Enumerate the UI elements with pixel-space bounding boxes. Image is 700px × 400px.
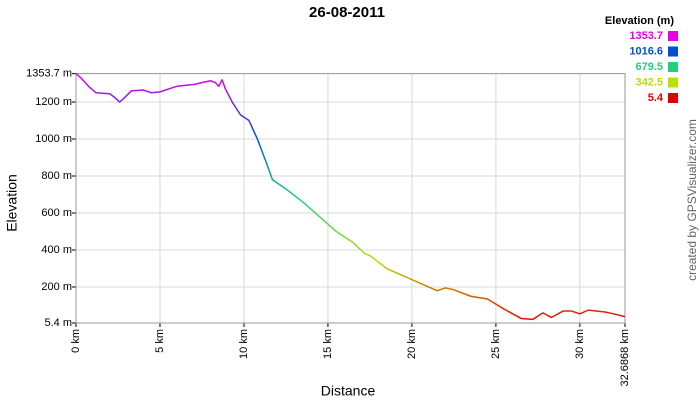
- plot-frame: [75, 73, 626, 324]
- y-tick-label: 1353.7 m: [26, 68, 72, 80]
- x-tick-label: 5 km: [154, 329, 166, 353]
- legend-swatch: [668, 93, 678, 103]
- y-tick-label: 600 m: [41, 207, 72, 219]
- y-tick-label: 5.4 m: [44, 317, 72, 329]
- y-tick-label: 200 m: [41, 281, 72, 293]
- x-tick-label: 30 km: [574, 329, 586, 359]
- legend-swatch: [668, 62, 678, 72]
- x-tick-label: 0 km: [70, 329, 82, 353]
- y-tick-label: 1000 m: [35, 133, 72, 145]
- elevation-line: [75, 73, 626, 321]
- y-axis-label: Elevation: [4, 174, 20, 232]
- legend-value: 1016.6: [629, 45, 663, 57]
- legend-value: 5.4: [648, 92, 664, 104]
- credit: created by GPSVisualizer.com: [685, 119, 699, 281]
- x-tick-label: 10 km: [238, 329, 250, 359]
- legend-swatch: [668, 31, 678, 41]
- y-tick-label: 800 m: [41, 170, 72, 182]
- y-tick-label: 1200 m: [35, 96, 72, 108]
- x-tick-label: 20 km: [406, 329, 418, 359]
- legend-value: 342.5: [635, 76, 663, 88]
- y-tick-label: 400 m: [41, 244, 72, 256]
- legend-swatch: [668, 77, 678, 88]
- chart-title: 26-08-2011: [309, 4, 385, 21]
- legend-value: 1353.7: [629, 30, 663, 42]
- legend-swatch: [668, 46, 678, 57]
- x-tick-label: 15 km: [322, 329, 334, 359]
- legend-value: 679.5: [635, 61, 663, 73]
- legend-title: Elevation (m): [605, 15, 674, 27]
- x-tick-label: 32.6868 km: [619, 329, 631, 386]
- x-tick-label: 25 km: [490, 329, 502, 359]
- x-axis-label: Distance: [321, 383, 376, 399]
